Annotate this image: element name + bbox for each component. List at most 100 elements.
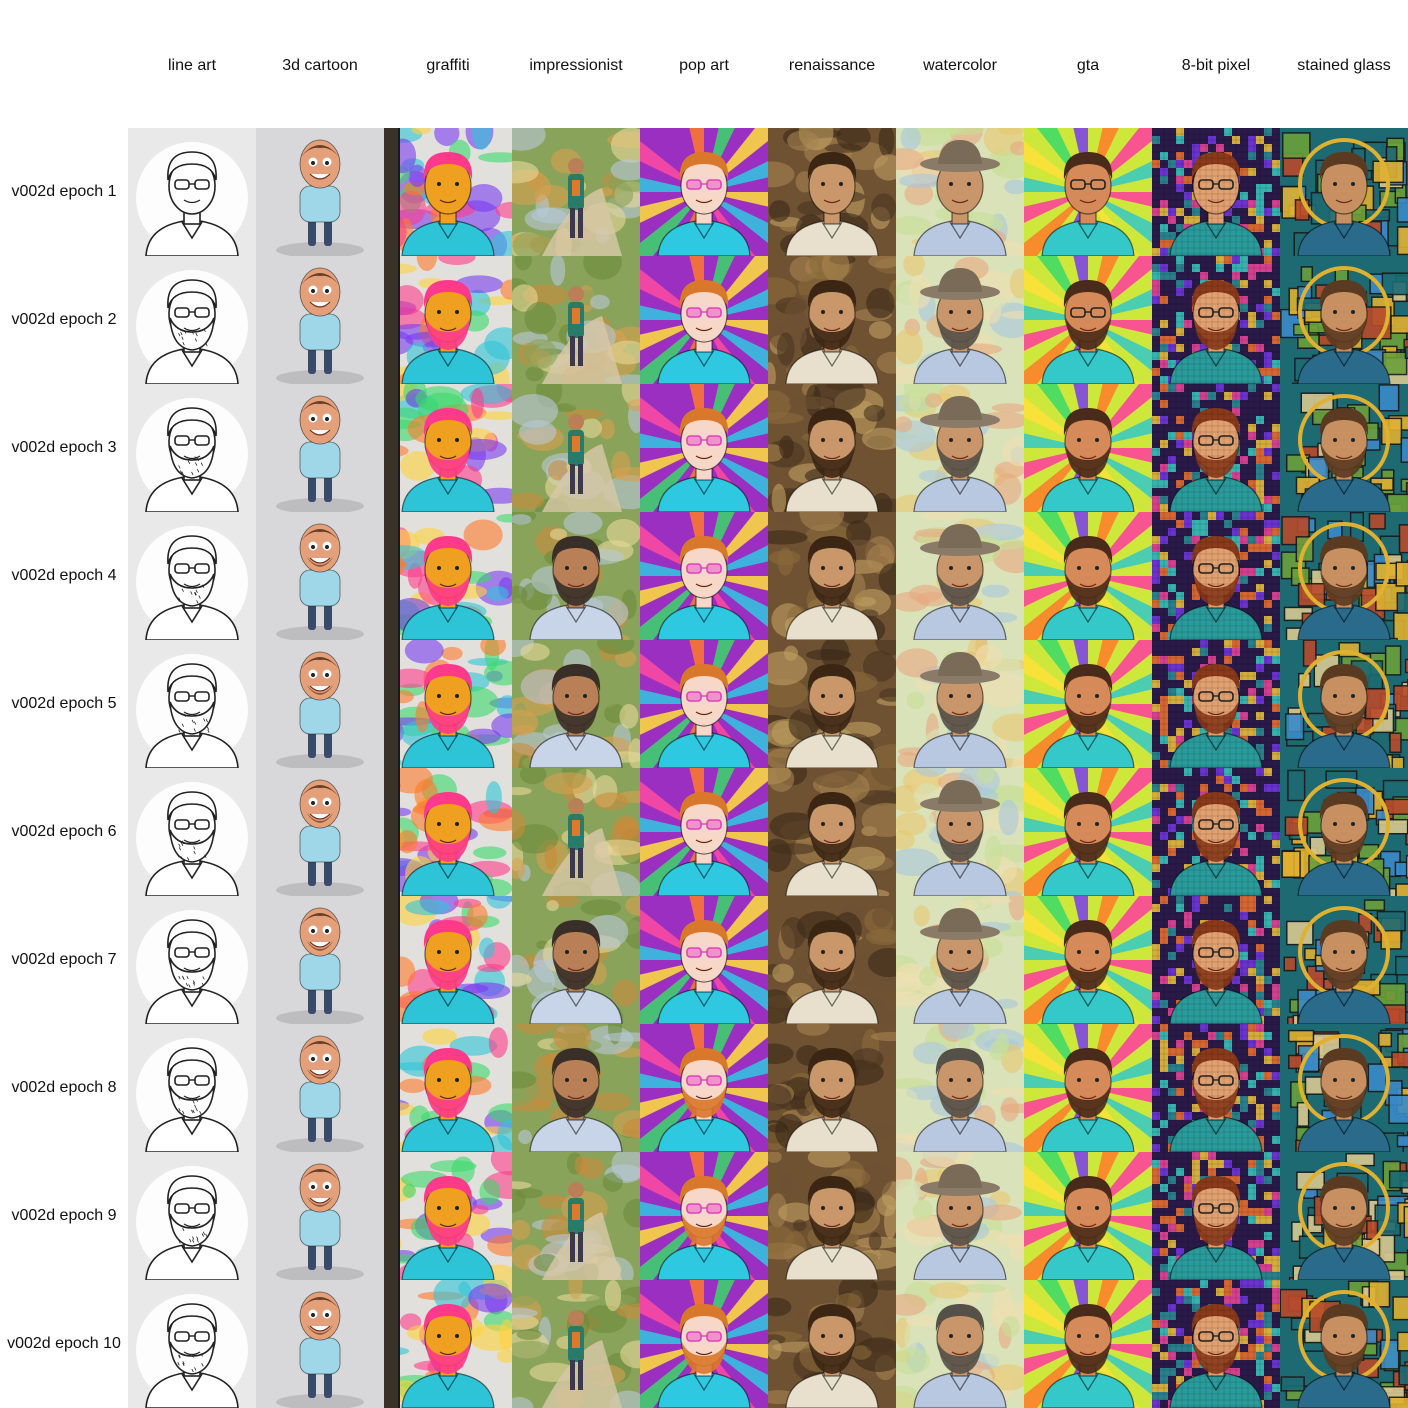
- portrait-pixel-epoch-7: [1152, 896, 1280, 1024]
- image-popart-epoch-6: [640, 768, 768, 896]
- portrait-graffiti-epoch-1: [384, 128, 512, 256]
- portrait-pixel-epoch-8: [1152, 1024, 1280, 1152]
- image-gta-epoch-3: [1024, 384, 1152, 512]
- portrait-gta-epoch-6: [1024, 768, 1152, 896]
- portrait-popart-epoch-2: [640, 256, 768, 384]
- portrait-popart-epoch-9: [640, 1152, 768, 1280]
- portrait-cartoon-epoch-2: [256, 256, 384, 384]
- image-watercolor-epoch-6: [896, 768, 1024, 896]
- image-cartoon-epoch-1: [256, 128, 384, 256]
- image-watercolor-epoch-3: [896, 384, 1024, 512]
- image-gta-epoch-7: [1024, 896, 1152, 1024]
- image-graffiti-epoch-8: [384, 1024, 512, 1152]
- image-stained-epoch-3: [1280, 384, 1408, 512]
- row-label-epoch-8: v002d epoch 8: [11, 1079, 117, 1096]
- row-label-epoch-2: v002d epoch 2: [11, 311, 117, 328]
- portrait-renaissance-epoch-2: [768, 256, 896, 384]
- portrait-pixel-epoch-9: [1152, 1152, 1280, 1280]
- image-impressionist-epoch-9: [512, 1152, 640, 1280]
- portrait-renaissance-epoch-6: [768, 768, 896, 896]
- image-popart-epoch-10: [640, 1280, 768, 1408]
- image-lineart-epoch-2: [128, 256, 256, 384]
- portrait-watercolor-epoch-4: [896, 512, 1024, 640]
- row-label-epoch-3: v002d epoch 3: [11, 439, 117, 456]
- image-gta-epoch-2: [1024, 256, 1152, 384]
- portrait-impressionist-epoch-1: [512, 128, 640, 256]
- portrait-cartoon-epoch-4: [256, 512, 384, 640]
- image-cartoon-epoch-3: [256, 384, 384, 512]
- portrait-lineart-epoch-2: [128, 256, 256, 384]
- row-label-epoch-7: v002d epoch 7: [11, 951, 117, 968]
- portrait-watercolor-epoch-3: [896, 384, 1024, 512]
- portrait-watercolor-epoch-5: [896, 640, 1024, 768]
- portrait-lineart-epoch-1: [128, 128, 256, 256]
- image-gta-epoch-5: [1024, 640, 1152, 768]
- image-renaissance-epoch-3: [768, 384, 896, 512]
- portrait-popart-epoch-6: [640, 768, 768, 896]
- portrait-pixel-epoch-6: [1152, 768, 1280, 896]
- portrait-watercolor-epoch-8: [896, 1024, 1024, 1152]
- image-lineart-epoch-1: [128, 128, 256, 256]
- portrait-stained-epoch-3: [1280, 384, 1408, 512]
- image-watercolor-epoch-5: [896, 640, 1024, 768]
- portrait-watercolor-epoch-6: [896, 768, 1024, 896]
- portrait-popart-epoch-1: [640, 128, 768, 256]
- image-lineart-epoch-3: [128, 384, 256, 512]
- image-popart-epoch-4: [640, 512, 768, 640]
- image-renaissance-epoch-8: [768, 1024, 896, 1152]
- portrait-graffiti-epoch-6: [384, 768, 512, 896]
- portrait-pixel-epoch-5: [1152, 640, 1280, 768]
- image-cartoon-epoch-9: [256, 1152, 384, 1280]
- image-cartoon-epoch-6: [256, 768, 384, 896]
- image-cartoon-epoch-2: [256, 256, 384, 384]
- image-stained-epoch-8: [1280, 1024, 1408, 1152]
- column-header-renaissance: renaissance: [788, 57, 876, 74]
- portrait-stained-epoch-10: [1280, 1280, 1408, 1408]
- portrait-stained-epoch-5: [1280, 640, 1408, 768]
- portrait-popart-epoch-4: [640, 512, 768, 640]
- portrait-renaissance-epoch-7: [768, 896, 896, 1024]
- image-impressionist-epoch-4: [512, 512, 640, 640]
- image-watercolor-epoch-9: [896, 1152, 1024, 1280]
- portrait-watercolor-epoch-2: [896, 256, 1024, 384]
- row-label-epoch-4: v002d epoch 4: [11, 567, 117, 584]
- portrait-popart-epoch-10: [640, 1280, 768, 1408]
- portrait-stained-epoch-8: [1280, 1024, 1408, 1152]
- portrait-watercolor-epoch-1: [896, 128, 1024, 256]
- portrait-lineart-epoch-7: [128, 896, 256, 1024]
- portrait-lineart-epoch-4: [128, 512, 256, 640]
- portrait-graffiti-epoch-5: [384, 640, 512, 768]
- portrait-renaissance-epoch-1: [768, 128, 896, 256]
- row-label-epoch-5: v002d epoch 5: [11, 695, 117, 712]
- column-header-pixel: 8-bit pixel: [1181, 57, 1251, 74]
- portrait-pixel-epoch-4: [1152, 512, 1280, 640]
- image-impressionist-epoch-2: [512, 256, 640, 384]
- portrait-watercolor-epoch-10: [896, 1280, 1024, 1408]
- portrait-stained-epoch-4: [1280, 512, 1408, 640]
- column-header-lineart: line art: [167, 57, 217, 74]
- image-lineart-epoch-10: [128, 1280, 256, 1408]
- image-graffiti-epoch-2: [384, 256, 512, 384]
- portrait-cartoon-epoch-1: [256, 128, 384, 256]
- image-stained-epoch-10: [1280, 1280, 1408, 1408]
- row-label-epoch-9: v002d epoch 9: [11, 1207, 117, 1224]
- image-lineart-epoch-8: [128, 1024, 256, 1152]
- portrait-impressionist-epoch-5: [512, 640, 640, 768]
- image-graffiti-epoch-6: [384, 768, 512, 896]
- image-impressionist-epoch-6: [512, 768, 640, 896]
- portrait-impressionist-epoch-8: [512, 1024, 640, 1152]
- column-header-gta: gta: [1076, 57, 1100, 74]
- image-pixel-epoch-8: [1152, 1024, 1280, 1152]
- image-renaissance-epoch-2: [768, 256, 896, 384]
- portrait-popart-epoch-5: [640, 640, 768, 768]
- image-renaissance-epoch-6: [768, 768, 896, 896]
- image-lineart-epoch-7: [128, 896, 256, 1024]
- row-label-epoch-6: v002d epoch 6: [11, 823, 117, 840]
- portrait-lineart-epoch-9: [128, 1152, 256, 1280]
- portrait-impressionist-epoch-7: [512, 896, 640, 1024]
- image-cartoon-epoch-10: [256, 1280, 384, 1408]
- image-pixel-epoch-3: [1152, 384, 1280, 512]
- portrait-lineart-epoch-8: [128, 1024, 256, 1152]
- image-pixel-epoch-5: [1152, 640, 1280, 768]
- image-stained-epoch-4: [1280, 512, 1408, 640]
